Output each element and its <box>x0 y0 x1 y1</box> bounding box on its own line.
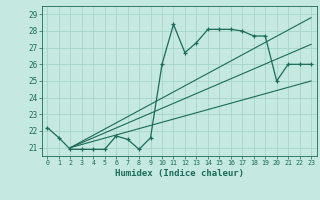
X-axis label: Humidex (Indice chaleur): Humidex (Indice chaleur) <box>115 169 244 178</box>
